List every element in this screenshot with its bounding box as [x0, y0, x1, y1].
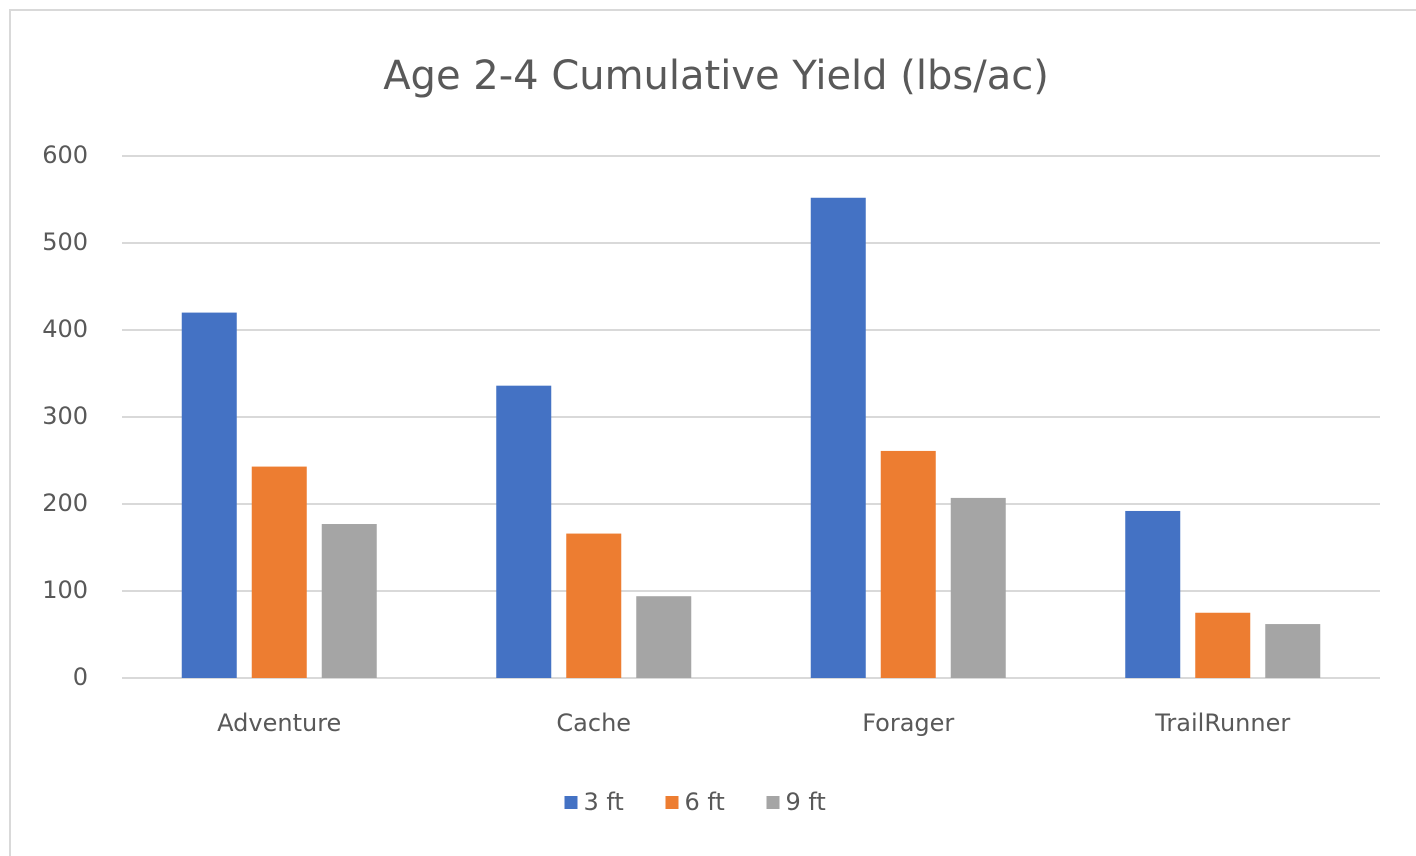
y-tick-label: 600: [42, 141, 88, 169]
bar: [181, 312, 237, 678]
x-tick-label: Forager: [862, 709, 954, 737]
legend-label: 6 ft: [685, 788, 725, 816]
chart-border: [9, 9, 1416, 856]
bar: [1125, 510, 1181, 678]
x-tick-label: TrailRunner: [1154, 709, 1290, 737]
y-tick-label: 500: [42, 228, 88, 256]
y-tick-label: 300: [42, 402, 88, 430]
bar: [496, 385, 552, 678]
y-tick-label: 200: [42, 489, 88, 517]
legend-swatch: [665, 796, 679, 809]
y-tick-label: 100: [42, 576, 88, 604]
bar: [566, 533, 622, 678]
bar: [880, 450, 936, 678]
bar: [810, 197, 866, 678]
bar: [251, 466, 307, 678]
legend-swatch: [766, 796, 780, 809]
x-tick-label: Cache: [556, 709, 631, 737]
bar: [636, 596, 692, 678]
bar: [1265, 624, 1321, 678]
legend-label: 9 ft: [786, 788, 826, 816]
bar: [321, 524, 377, 678]
bar: [950, 497, 1006, 678]
y-tick-label: 400: [42, 315, 88, 343]
legend-label: 3 ft: [584, 788, 624, 816]
x-tick-label: Adventure: [217, 709, 341, 737]
legend-swatch: [564, 796, 578, 809]
chart-title: Age 2-4 Cumulative Yield (lbs/ac): [383, 53, 1049, 99]
y-tick-label: 0: [73, 663, 88, 691]
bar: [1195, 612, 1251, 678]
